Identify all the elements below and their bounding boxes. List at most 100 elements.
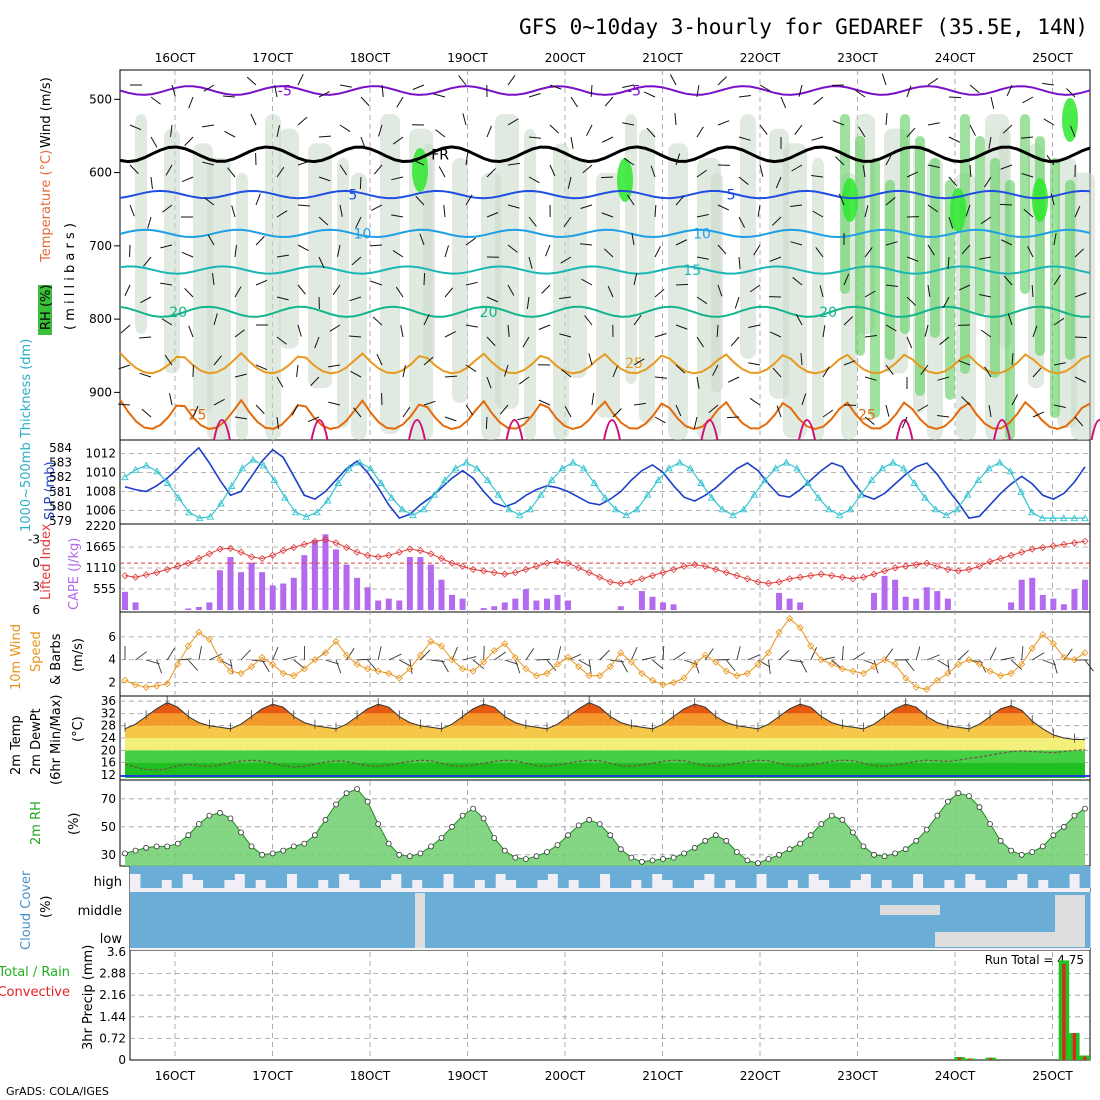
wind-barb: [1021, 646, 1024, 661]
isotherm-label: 15: [683, 263, 701, 279]
wind-speed-marker: [448, 656, 456, 664]
precip-conv-bar: [1062, 964, 1066, 1060]
wind-barb: [696, 214, 709, 218]
wind-barb: [297, 73, 304, 86]
cloud-gap: [880, 905, 940, 915]
li-marker: [564, 559, 572, 567]
wind-barb: [207, 234, 215, 246]
thickness-marker: [334, 479, 343, 486]
wind-barb: [988, 136, 992, 149]
thickness-tick-label: 583: [49, 456, 72, 470]
wind-barb: [231, 205, 236, 218]
wind-speed-marker: [364, 665, 372, 673]
cape-bar: [913, 598, 920, 610]
wind-barb: [234, 329, 245, 338]
wind-barb: [188, 325, 194, 338]
thickness-marker: [259, 461, 268, 469]
wind-barb: [822, 325, 826, 338]
cloud-middle-low-bar: [1037, 892, 1049, 948]
rh-marker: [807, 832, 814, 839]
wind-barb: [351, 256, 362, 266]
wind-barb: [376, 353, 383, 366]
li-marker: [342, 543, 351, 552]
wind-barb: [370, 280, 383, 286]
thickness-marker: [441, 476, 449, 484]
thickness-marker: [537, 490, 545, 498]
wind-barb: [135, 651, 148, 661]
rh-marker: [681, 850, 688, 857]
thickness-marker: [206, 512, 215, 520]
wind-barb: [329, 324, 341, 332]
cloud-middle-low-bar: [422, 892, 434, 948]
wind-barb: [641, 656, 656, 661]
rh-shading-high: [915, 135, 925, 396]
cloud-middle-low-bar: [1027, 892, 1039, 948]
wind-barb: [1074, 336, 1088, 339]
rh-marker: [881, 853, 888, 860]
wind-speed-marker: [353, 660, 361, 668]
top-date-label: 16OCT: [155, 51, 196, 65]
cloud-high-bar: [317, 866, 329, 880]
rh-marker: [786, 846, 793, 853]
wind-barb: [738, 95, 751, 98]
wind-barb: [654, 416, 666, 424]
thickness-marker: [921, 493, 929, 501]
cape-bar: [1060, 604, 1067, 610]
wind-barb: [798, 84, 803, 97]
thickness-marker: [313, 508, 321, 516]
wind-barb: [507, 204, 520, 209]
thickness-marker: [142, 461, 151, 469]
rh-marker: [512, 854, 519, 861]
cloud-high-bar: [370, 866, 381, 888]
wind-barb: [339, 164, 348, 176]
wind-barb: [517, 416, 530, 421]
wind-barb: [906, 127, 916, 138]
slp-tick-label: 1008: [85, 485, 116, 499]
cape-bar: [670, 604, 677, 610]
rh-marker: [976, 804, 983, 811]
rh-marker: [364, 798, 371, 805]
li-marker: [469, 565, 477, 573]
wind-barb: [885, 241, 898, 246]
rh-shading-high: [1050, 157, 1060, 418]
wind-barb: [465, 364, 477, 372]
cloud-middle-low-bar: [870, 892, 882, 948]
wind-barb: [213, 355, 222, 366]
wind-speed-marker: [1049, 640, 1057, 648]
rh-tick-label: 70: [101, 792, 116, 806]
cloud-high-bar: [390, 866, 402, 874]
cape-bar: [1018, 579, 1025, 610]
thickness-marker: [633, 505, 641, 513]
temp-label-2: 2m DewPt: [29, 708, 44, 775]
isotherm-label: 25: [189, 407, 207, 423]
li-marker: [1018, 548, 1026, 556]
thickness-marker: [579, 464, 588, 472]
rh-marker: [1082, 805, 1088, 812]
cloud-middle-low-bar: [881, 892, 893, 948]
wind-barb: [1053, 233, 1057, 246]
wind-barb: [738, 216, 746, 228]
wind-barb: [372, 316, 383, 326]
wind-speed-marker: [406, 665, 414, 673]
cloud-middle-low-bar: [505, 892, 517, 948]
thickness-marker: [291, 508, 300, 516]
rh-shading: [1071, 172, 1095, 440]
rh-marker: [280, 847, 287, 854]
li-marker: [142, 571, 150, 579]
wind-barb: [528, 256, 533, 269]
wind-barb: [942, 296, 950, 308]
wind-barb: [528, 93, 541, 98]
wind-barb: [1052, 659, 1058, 674]
rh-tick-label: 30: [101, 848, 116, 862]
rh-marker: [944, 798, 951, 805]
cloud-middle-low-bar: [964, 892, 976, 948]
rh-shading-high: [960, 113, 970, 374]
wind-barb: [335, 659, 342, 674]
wind-barb: [485, 416, 488, 430]
wind-barb: [1000, 656, 1015, 661]
rh-marker: [1039, 843, 1046, 850]
rh-shading-high: [975, 135, 985, 316]
thickness-marker: [867, 476, 876, 484]
wind-speed-marker: [522, 665, 530, 673]
wind-barb: [507, 74, 516, 86]
